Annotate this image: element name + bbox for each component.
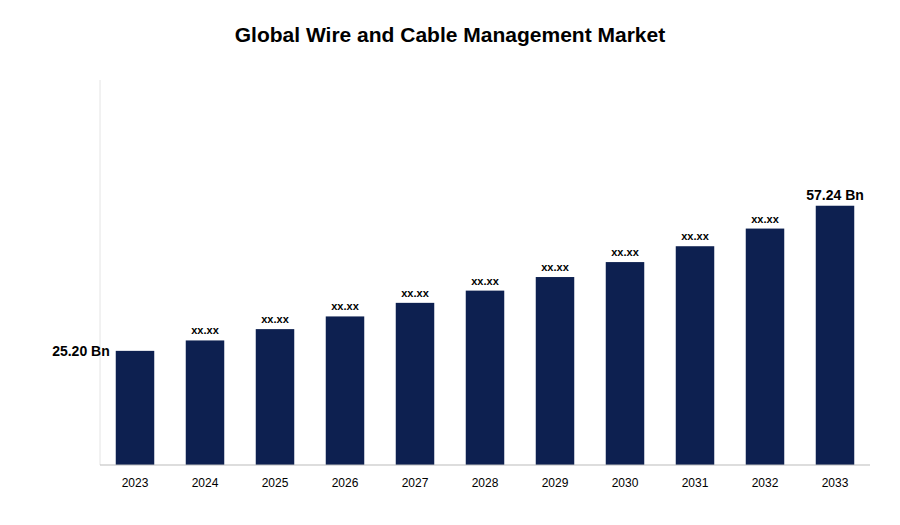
data-label: 57.24 Bn — [806, 187, 864, 203]
bar — [256, 329, 295, 465]
x-tick-label: 2023 — [122, 476, 149, 490]
x-tick-label: 2026 — [332, 476, 359, 490]
x-tick-label: 2025 — [262, 476, 289, 490]
data-label: xx.xx — [261, 313, 289, 325]
x-tick-label: 2028 — [472, 476, 499, 490]
data-label: 25.20 Bn — [52, 343, 110, 359]
title: Global Wire and Cable Management Market — [235, 23, 665, 46]
background — [0, 0, 900, 525]
bar — [816, 206, 855, 465]
data-label: xx.xx — [541, 261, 569, 273]
bar — [326, 316, 365, 465]
y-axis-line — [100, 80, 101, 465]
data-label: xx.xx — [331, 300, 359, 312]
data-label: xx.xx — [191, 324, 219, 336]
x-tick-label: 2029 — [542, 476, 569, 490]
bar — [536, 277, 575, 465]
data-label: xx.xx — [401, 287, 429, 299]
bar — [186, 340, 225, 465]
x-tick-label: 2027 — [402, 476, 429, 490]
x-tick-label: 2032 — [752, 476, 779, 490]
bar — [676, 246, 715, 465]
bar — [606, 262, 645, 465]
chart: Global Wire and Cable Management Market 2… — [0, 0, 900, 525]
bar — [116, 351, 155, 465]
data-label: xx.xx — [681, 230, 709, 242]
bar — [466, 291, 505, 465]
bar — [746, 229, 785, 465]
x-tick-label: 2024 — [192, 476, 219, 490]
data-label: xx.xx — [611, 246, 639, 258]
data-label: xx.xx — [751, 213, 779, 225]
bar — [396, 303, 435, 465]
bars — [116, 206, 855, 465]
x-tick-label: 2033 — [822, 476, 849, 490]
x-tick-label: 2030 — [612, 476, 639, 490]
x-axis-line — [100, 465, 870, 466]
data-label: xx.xx — [471, 275, 499, 287]
x-tick-label: 2031 — [682, 476, 709, 490]
